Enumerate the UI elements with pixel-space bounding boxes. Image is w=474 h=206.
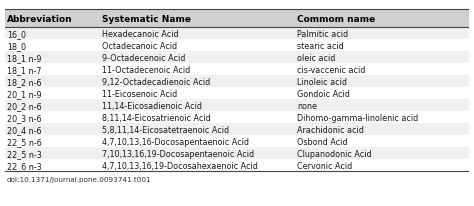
- Text: 11-Octadecenoic Acid: 11-Octadecenoic Acid: [102, 66, 191, 75]
- Text: 16_0: 16_0: [7, 30, 26, 39]
- Bar: [5, 124, 469, 136]
- Text: 4,7,10,13,16,19-Docosahexaenoic Acid: 4,7,10,13,16,19-Docosahexaenoic Acid: [102, 161, 258, 170]
- Text: 8,11,14-Eicosatrienoic Acid: 8,11,14-Eicosatrienoic Acid: [102, 114, 211, 122]
- Text: Abbreviation: Abbreviation: [7, 15, 73, 24]
- Text: 18_1 n-9: 18_1 n-9: [7, 54, 42, 63]
- Text: Palmitic acid: Palmitic acid: [297, 30, 348, 39]
- Text: none: none: [297, 102, 318, 110]
- Text: 20_1 n-9: 20_1 n-9: [7, 90, 42, 98]
- Text: 9-Octadecenoic Acid: 9-Octadecenoic Acid: [102, 54, 186, 63]
- Text: Clupanodonic Acid: Clupanodonic Acid: [297, 149, 372, 158]
- Bar: [5, 52, 469, 64]
- Text: cis-vaccenic acid: cis-vaccenic acid: [297, 66, 366, 75]
- Text: 18_2 n-6: 18_2 n-6: [7, 78, 42, 87]
- Text: 20_2 n-6: 20_2 n-6: [7, 102, 42, 110]
- Text: 4,7,10,13,16-Docosapentaenoic Acid: 4,7,10,13,16-Docosapentaenoic Acid: [102, 137, 249, 146]
- Text: Arachidonic acid: Arachidonic acid: [297, 125, 364, 134]
- Text: Systematic Name: Systematic Name: [102, 15, 191, 24]
- Text: 18_0: 18_0: [7, 42, 26, 51]
- Text: Octadecanoic Acid: Octadecanoic Acid: [102, 42, 177, 51]
- Bar: [5, 76, 469, 88]
- Bar: [5, 112, 469, 124]
- Bar: [5, 148, 469, 160]
- Text: Osbond Acid: Osbond Acid: [297, 137, 348, 146]
- Text: doi:10.1371/journal.pone.0093741.t001: doi:10.1371/journal.pone.0093741.t001: [7, 176, 152, 182]
- Text: oleic acid: oleic acid: [297, 54, 336, 63]
- Bar: [5, 28, 469, 40]
- Bar: [5, 88, 469, 100]
- Bar: [5, 136, 469, 148]
- Text: Dihomo-gamma-linolenic acid: Dihomo-gamma-linolenic acid: [297, 114, 419, 122]
- Text: Commom name: Commom name: [297, 15, 375, 24]
- Text: Gondoic Acid: Gondoic Acid: [297, 90, 350, 98]
- Bar: [5, 100, 469, 112]
- Text: 20_4 n-6: 20_4 n-6: [7, 125, 42, 134]
- Text: Hexadecanoic Acid: Hexadecanoic Acid: [102, 30, 179, 39]
- Bar: [5, 160, 469, 172]
- Text: 22_5 n-6: 22_5 n-6: [7, 137, 42, 146]
- Bar: [5, 64, 469, 76]
- Text: 7,10,13,16,19-Docosapentaenoic Acid: 7,10,13,16,19-Docosapentaenoic Acid: [102, 149, 255, 158]
- Text: 22_6 n-3: 22_6 n-3: [7, 161, 42, 170]
- Text: Cervonic Acid: Cervonic Acid: [297, 161, 353, 170]
- Text: 20_3 n-6: 20_3 n-6: [7, 114, 42, 122]
- Text: 11,14-Eicosadienoic Acid: 11,14-Eicosadienoic Acid: [102, 102, 202, 110]
- Text: stearic acid: stearic acid: [297, 42, 344, 51]
- Text: 18_1 n-7: 18_1 n-7: [7, 66, 42, 75]
- Bar: [5, 10, 469, 28]
- Bar: [5, 40, 469, 52]
- Text: 9,12-Octadecadienoic Acid: 9,12-Octadecadienoic Acid: [102, 78, 210, 87]
- Text: 22_5 n-3: 22_5 n-3: [7, 149, 42, 158]
- Text: 11-Eicosenoic Acid: 11-Eicosenoic Acid: [102, 90, 178, 98]
- Text: 5,8,11,14-Eicosatetraenoic Acid: 5,8,11,14-Eicosatetraenoic Acid: [102, 125, 229, 134]
- Text: Linoleic acid: Linoleic acid: [297, 78, 347, 87]
